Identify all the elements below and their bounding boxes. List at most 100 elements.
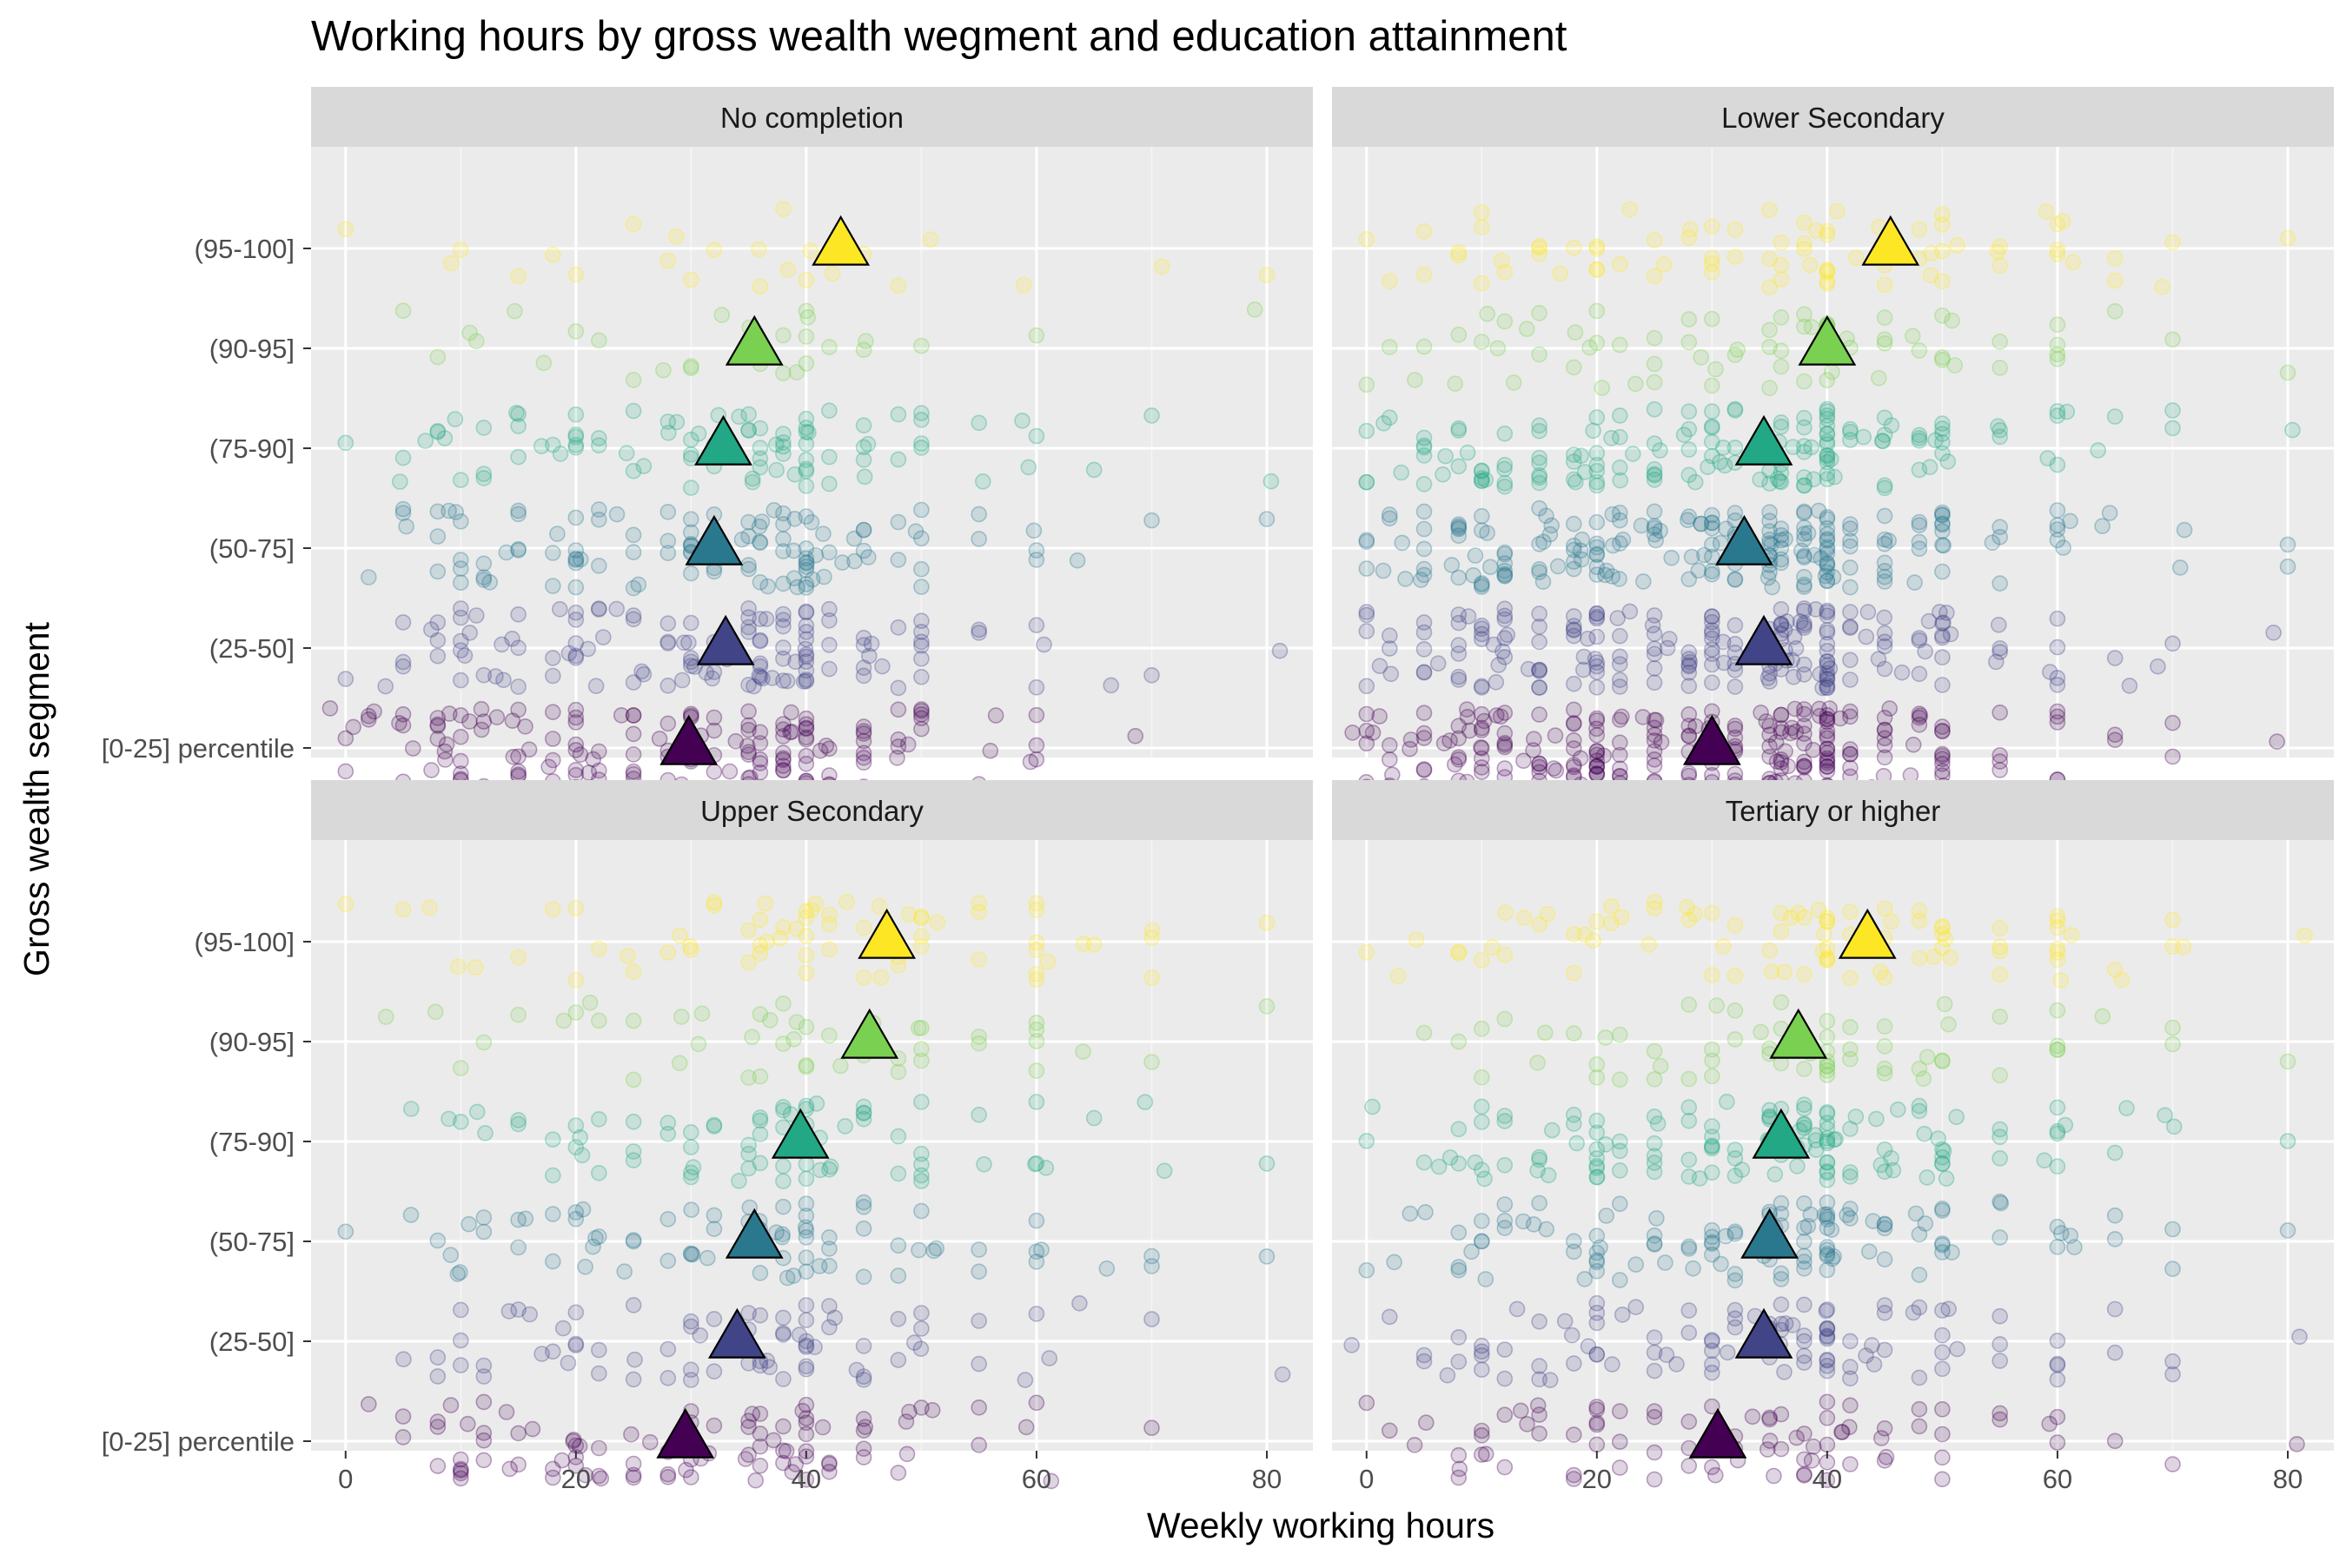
data-point	[1450, 751, 1468, 768]
data-point	[1876, 969, 1893, 986]
data-point	[814, 1419, 832, 1436]
data-point	[1704, 622, 1720, 638]
data-point	[1588, 456, 1606, 473]
data-point	[1358, 705, 1375, 723]
data-point	[1873, 433, 1891, 449]
data-point	[510, 1211, 527, 1228]
data-point	[798, 631, 815, 648]
data-point	[856, 468, 873, 486]
data-point	[1646, 503, 1663, 520]
data-point	[321, 700, 339, 717]
data-point	[872, 969, 890, 986]
data-point	[1646, 726, 1663, 744]
data-point	[1861, 1243, 1878, 1260]
data-point	[593, 1470, 610, 1487]
data-point	[394, 505, 412, 521]
data-point	[1704, 1398, 1720, 1415]
data-point	[1646, 1227, 1663, 1244]
data-point	[706, 894, 723, 910]
data-point	[1761, 1409, 1778, 1426]
data-point	[2055, 539, 2071, 556]
data-point	[452, 1357, 469, 1373]
data-point	[1687, 718, 1704, 735]
data-point	[1681, 221, 1699, 238]
data-point	[1796, 1451, 1813, 1468]
data-point	[744, 1029, 760, 1046]
data-point	[1612, 504, 1628, 521]
data-point	[1796, 666, 1813, 683]
data-point	[1588, 546, 1606, 563]
data-point	[1450, 519, 1468, 536]
data-point	[1726, 505, 1744, 521]
data-point	[1474, 1233, 1490, 1250]
data-point	[452, 552, 469, 568]
data-point	[1704, 563, 1720, 579]
data-point	[1496, 566, 1514, 583]
data-point	[1876, 709, 1893, 726]
data-point	[1474, 722, 1490, 738]
data-point	[1588, 658, 1606, 675]
mean-marker	[1715, 514, 1773, 566]
data-point	[1690, 562, 1707, 579]
data-point	[1531, 564, 1547, 581]
data-point	[706, 1116, 723, 1134]
data-point	[1492, 708, 1509, 725]
data-point	[1661, 631, 1678, 647]
data-point	[452, 560, 469, 577]
data-point	[913, 1052, 930, 1069]
data-point	[1609, 610, 1626, 626]
data-point	[626, 1351, 643, 1368]
data-point	[1531, 619, 1547, 635]
data-point	[1796, 725, 1813, 743]
data-point	[863, 635, 880, 652]
data-point	[1773, 418, 1790, 435]
data-point	[798, 1410, 815, 1426]
data-point	[1796, 1467, 1813, 1484]
data-point	[495, 672, 512, 689]
data-point	[1934, 1244, 1951, 1260]
data-point	[1680, 1151, 1698, 1168]
data-point	[1871, 369, 1887, 387]
data-point	[1547, 762, 1565, 779]
data-point	[788, 1014, 805, 1030]
data-point	[1761, 531, 1778, 548]
data-point	[1733, 1161, 1751, 1178]
data-point	[1588, 1314, 1606, 1332]
data-point	[1773, 754, 1790, 771]
data-point	[659, 503, 677, 520]
data-point	[2176, 521, 2193, 539]
data-point	[761, 1012, 779, 1029]
data-point	[510, 448, 527, 466]
data-point	[706, 896, 723, 914]
data-point	[913, 337, 930, 354]
data-point	[784, 1464, 801, 1480]
data-point	[1819, 624, 1836, 641]
data-point	[1773, 554, 1790, 572]
data-point	[1496, 425, 1514, 442]
data-point	[510, 1112, 527, 1128]
data-point	[798, 1229, 815, 1246]
data-point	[855, 744, 872, 762]
data-point	[1028, 1243, 1045, 1260]
data-point	[659, 1253, 677, 1269]
data-point	[1704, 1246, 1720, 1263]
data-point	[1588, 1168, 1606, 1186]
data-point	[1876, 1163, 1893, 1181]
data-point	[1819, 665, 1836, 682]
data-point	[2049, 1158, 2066, 1174]
data-point	[1819, 713, 1836, 731]
data-point	[429, 710, 447, 726]
data-point	[752, 1307, 769, 1324]
data-point	[1037, 1160, 1055, 1176]
data-point	[1474, 334, 1490, 350]
data-point	[1496, 1108, 1514, 1124]
data-point	[1566, 1426, 1582, 1443]
data-point	[1680, 1413, 1698, 1430]
data-point	[1612, 512, 1628, 529]
data-point	[1358, 678, 1375, 695]
data-point	[2106, 249, 2124, 267]
data-point	[1991, 943, 2008, 960]
data-point	[1646, 758, 1663, 774]
data-point	[1819, 1362, 1836, 1379]
data-point	[1927, 432, 1944, 449]
